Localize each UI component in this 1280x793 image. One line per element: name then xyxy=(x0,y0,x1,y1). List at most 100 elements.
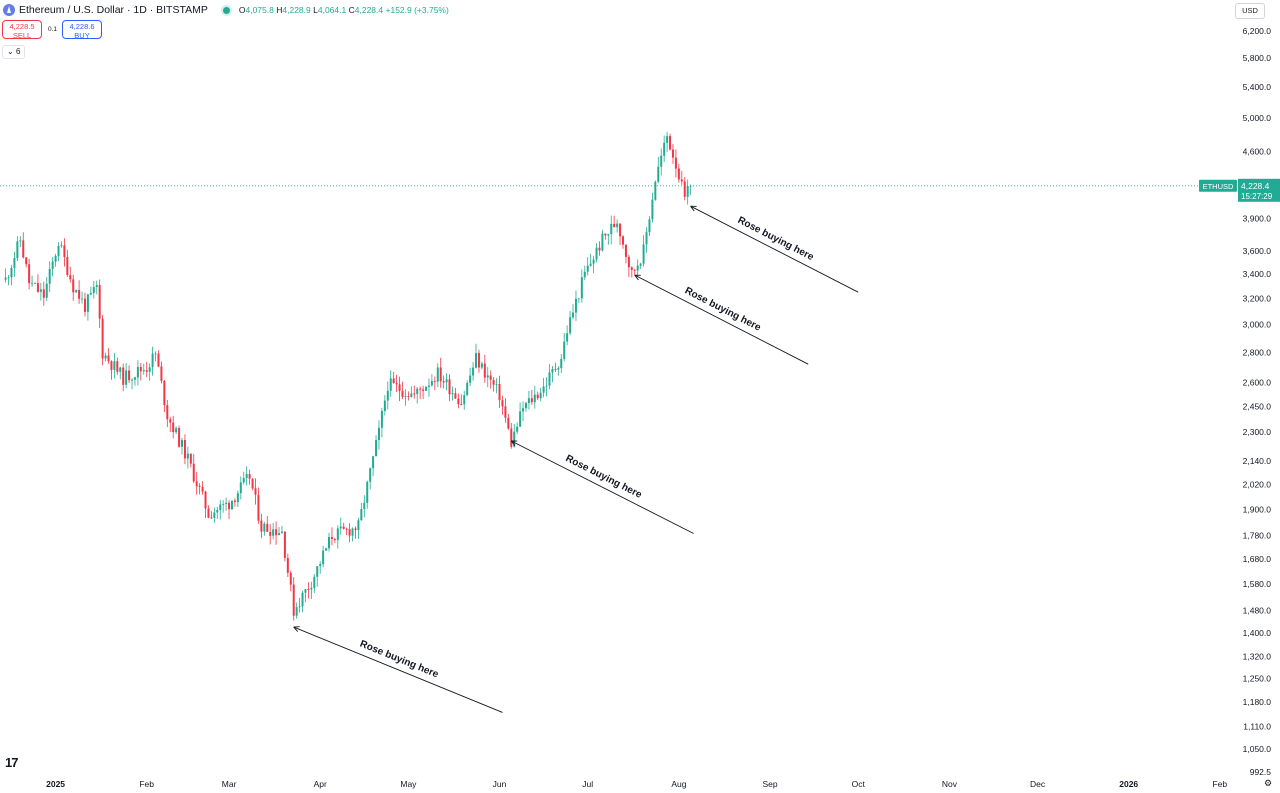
candle-body xyxy=(363,502,366,509)
candle-body xyxy=(671,149,674,158)
candle-body xyxy=(10,268,13,278)
candle-body xyxy=(307,589,310,590)
candle-body xyxy=(7,277,10,279)
annotation-label: Rose buying here xyxy=(683,285,763,333)
x-tick-label: Oct xyxy=(852,779,866,789)
annotation-label: Rose buying here xyxy=(736,215,816,263)
arrowhead-icon xyxy=(293,626,299,632)
y-tick-label: 3,600.0 xyxy=(1243,246,1272,256)
candle-body xyxy=(81,298,84,300)
candle-body xyxy=(580,277,583,299)
candle-body xyxy=(413,393,416,395)
candle-body xyxy=(616,223,619,228)
market-status-icon[interactable] xyxy=(222,6,230,14)
gear-icon[interactable]: ⚙ xyxy=(1264,778,1273,788)
candle-body xyxy=(219,504,222,510)
candle-body xyxy=(133,377,136,380)
candle-body xyxy=(66,257,69,275)
candle-body xyxy=(222,504,225,505)
candle-body xyxy=(510,428,513,447)
candle-body xyxy=(598,247,601,251)
candle-body xyxy=(430,381,433,386)
candle-body xyxy=(272,529,275,536)
candle-body xyxy=(175,428,178,433)
candle-body xyxy=(427,385,430,387)
candle-body xyxy=(425,386,428,391)
candle-body xyxy=(110,361,113,370)
candle-body xyxy=(172,422,175,433)
candle-body xyxy=(622,236,624,245)
candle-body xyxy=(539,392,542,399)
candle-body xyxy=(230,500,233,510)
candle-body xyxy=(483,363,486,378)
candle-body xyxy=(422,389,425,391)
annotation-arrow-line xyxy=(511,440,694,534)
candle-body xyxy=(369,468,372,482)
y-tick-label: 2,800.0 xyxy=(1243,348,1272,358)
candle-body xyxy=(266,523,269,532)
indicators-toggle[interactable]: ⌄ 6 xyxy=(2,45,26,59)
x-tick-label: Apr xyxy=(314,779,327,789)
candle-body xyxy=(433,381,436,382)
candle-body xyxy=(648,219,651,233)
annotation-arrow-line xyxy=(690,205,859,293)
y-tick-label: 6,200.0 xyxy=(1243,26,1272,36)
candle-body xyxy=(189,453,192,464)
candle-body xyxy=(536,394,539,399)
candle-body xyxy=(507,417,510,429)
chart-legend: Ethereum / U.S. Dollar · 1D · BITSTAMP O… xyxy=(0,0,449,20)
candle-body xyxy=(683,181,686,197)
candle-body xyxy=(278,533,281,536)
candle-body xyxy=(198,486,201,487)
candle-body xyxy=(104,355,107,359)
tradingview-logo-icon[interactable]: 17 xyxy=(5,755,19,770)
candle-body xyxy=(101,318,104,359)
candle-body xyxy=(242,478,245,483)
symbol-title[interactable]: Ethereum / U.S. Dollar · 1D · BITSTAMP xyxy=(19,4,208,16)
y-tick-label: 1,050.0 xyxy=(1243,744,1272,754)
candle-body xyxy=(572,312,575,318)
candle-body xyxy=(75,290,78,293)
candle-body xyxy=(286,557,289,573)
candle-body xyxy=(380,411,383,428)
candle-body xyxy=(292,584,295,616)
candle-body xyxy=(469,375,472,383)
x-tick-label: Aug xyxy=(671,779,686,789)
candle-body xyxy=(445,379,448,383)
candle-body xyxy=(480,363,483,368)
candle-body xyxy=(345,528,348,530)
candle-body xyxy=(633,269,636,271)
candle-body xyxy=(328,537,330,549)
candle-body xyxy=(63,245,66,257)
candle-body xyxy=(651,199,654,220)
candle-body xyxy=(595,247,598,260)
candle-body xyxy=(636,265,639,271)
currency-button[interactable]: USD xyxy=(1235,3,1265,19)
candle-body xyxy=(107,355,110,362)
candle-body xyxy=(51,261,54,269)
countdown-label: 15:27:29 xyxy=(1241,192,1273,201)
candle-body xyxy=(283,531,286,558)
candle-body xyxy=(269,531,272,536)
candle-body xyxy=(472,367,475,376)
candle-body xyxy=(360,509,363,521)
y-tick-label: 3,200.0 xyxy=(1243,294,1272,304)
candle-body xyxy=(181,440,183,447)
candle-body xyxy=(686,186,689,197)
symbol-label-bg xyxy=(1199,179,1237,192)
candle-body xyxy=(677,168,680,180)
candle-body xyxy=(330,537,333,539)
candle-body xyxy=(325,548,328,551)
candle-body xyxy=(569,317,572,334)
buy-button[interactable]: 4,228.6 BUY xyxy=(62,20,102,40)
candle-body xyxy=(31,282,34,284)
candle-body xyxy=(139,367,142,372)
candle-body xyxy=(377,427,380,440)
sell-label: SELL xyxy=(12,31,32,40)
candle-body xyxy=(216,510,219,513)
x-tick-label: Nov xyxy=(942,779,958,789)
candle-body xyxy=(557,368,560,370)
sell-button[interactable]: 4,228.5 SELL xyxy=(2,20,42,40)
candle-body xyxy=(592,259,595,264)
